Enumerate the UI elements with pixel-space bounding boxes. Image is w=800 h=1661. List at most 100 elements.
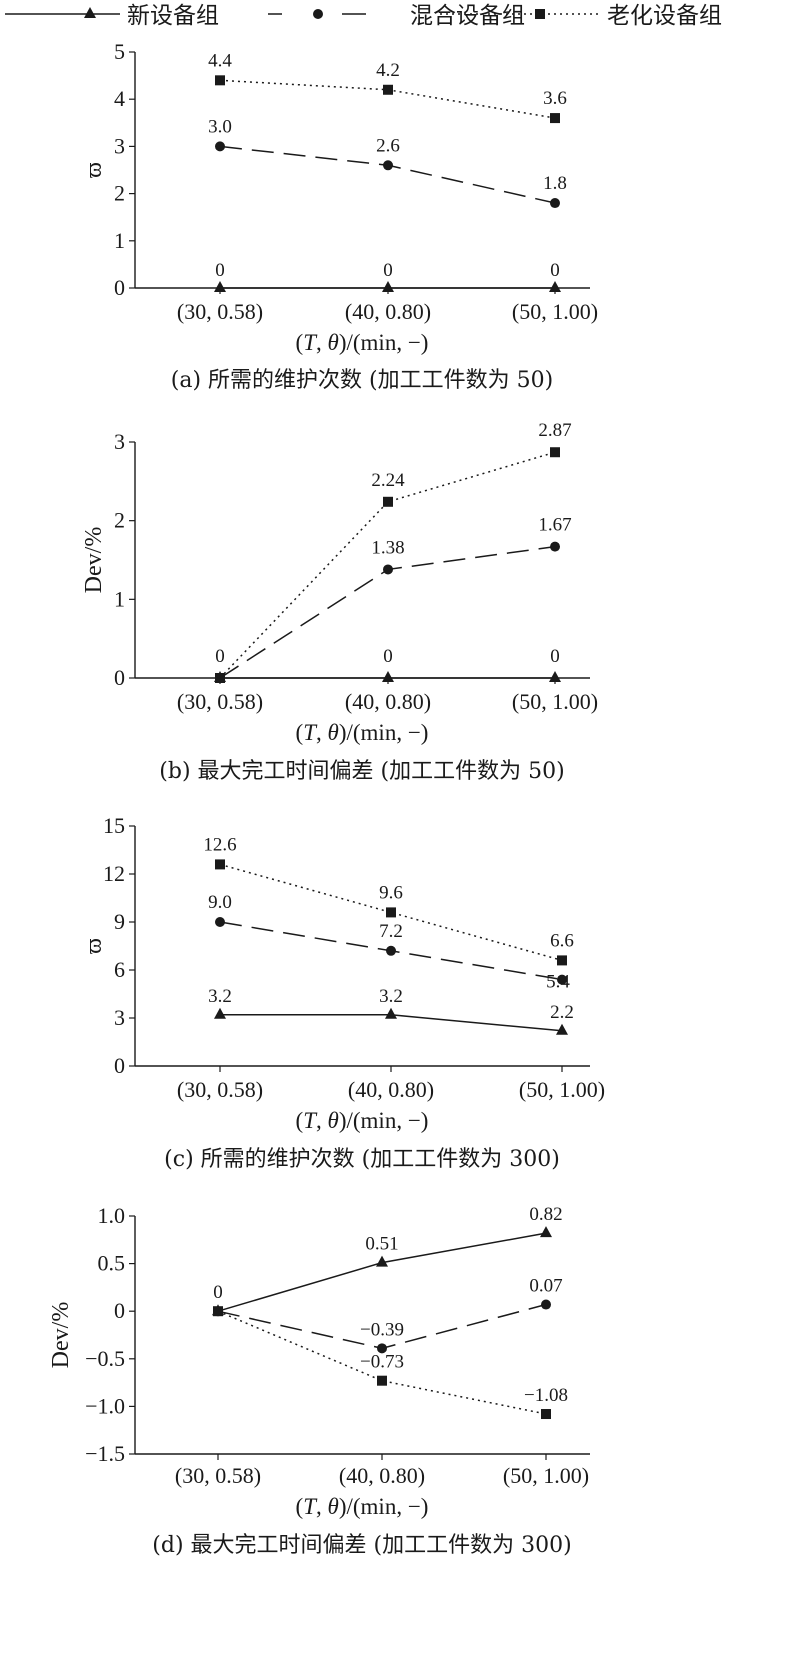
y-tick-label: 0.5 [98,1251,126,1276]
y-tick-label: 0 [114,665,125,690]
legend-marker-mixed [313,9,323,19]
point-aged-0 [215,75,225,86]
x-tick-label: (50, 1.00) [519,1077,605,1102]
point-mixed-1 [383,160,393,171]
data-label-aged-1: −0.73 [360,1352,404,1373]
point-new-1 [376,1255,388,1267]
data-label-new-2: 0 [550,646,560,667]
data-label-mixed-0: 9.0 [208,892,232,913]
point-aged-0 [213,1306,223,1317]
data-label-aged-2: −1.08 [524,1385,568,1406]
x-axis-title: (T, θ)/(min, −) [296,720,429,745]
point-aged-2 [557,955,567,966]
y-tick-label: −1.0 [85,1393,125,1418]
chart-caption: (b) 最大完工时间偏差 (加工工件数为 50) [159,759,564,784]
point-new-2 [540,1226,552,1238]
point-new-0 [214,281,226,292]
y-axis-title: Dev/% [81,527,107,594]
x-tick-label: (40, 0.80) [345,689,431,714]
chart-c-maintenance-count-300: 0 3 6 9 12 15 (30, 0.58) (40, 0.80) (50, 1.00) (T… [81,813,605,1172]
data-label-mixed-2: 1.67 [538,515,571,536]
point-new-0 [214,1007,226,1019]
chart-b-makespan-deviation-50: 0 1 2 3 (30, 0.58) (40, 0.80) (50, 1.00) (T, θ)… [81,420,598,784]
y-axis-title: ϖ [81,162,107,178]
y-tick-label: 1.0 [98,1206,126,1228]
point-aged-2 [550,113,560,124]
data-label-mixed-1: 1.38 [371,537,404,558]
point-new-1 [382,281,394,292]
point-aged-1 [386,907,396,918]
y-tick-label: 3 [114,1005,125,1030]
x-axis-title: (T, θ)/(min, −) [296,330,429,355]
point-aged-2 [550,447,560,458]
point-aged-1 [377,1375,387,1386]
data-label-aged-0: 12.6 [203,834,236,855]
point-mixed-2 [557,974,567,985]
legend-label-mixed: 混合设备组 [410,3,525,29]
y-tick-label: 6 [114,957,125,982]
data-label-new-1: 3.2 [379,986,403,1007]
data-label-new-0: 0 [213,1282,223,1303]
data-label-aged-0: 4.4 [208,50,232,71]
y-tick-label: 4 [114,86,125,111]
data-label-mixed-0: 3.0 [208,116,232,137]
chart-caption: (a) 所需的维护次数 (加工工件数为 50) [171,368,553,393]
point-mixed-0 [215,141,225,152]
point-new-2 [549,671,561,682]
y-tick-label: 2 [114,181,125,206]
point-aged-0 [215,859,225,870]
point-new-1 [385,1007,397,1019]
y-tick-label: −1.5 [85,1441,125,1466]
data-label-mixed-1: 2.6 [376,135,400,156]
y-tick-label: −0.5 [85,1346,125,1371]
point-mixed-2 [550,198,560,209]
x-axis-title: (T, θ)/(min, −) [296,1108,429,1133]
x-tick-label: (30, 0.58) [175,1463,261,1488]
x-tick-label: (50, 1.00) [503,1463,589,1488]
data-label-new-2: 0 [550,260,560,281]
point-aged-1 [383,84,393,95]
point-new-2 [556,1023,568,1035]
data-label-aged-1: 2.24 [371,470,405,491]
point-mixed-1 [377,1343,387,1354]
x-tick-label: (50, 1.00) [512,299,598,324]
data-label-aged-1: 9.6 [379,882,403,903]
legend-marker-new [84,7,96,18]
y-tick-label: 12 [103,861,125,886]
data-label-mixed-1: 7.2 [379,921,403,942]
x-tick-label: (40, 0.80) [339,1463,425,1488]
point-mixed-1 [383,564,393,575]
data-label-new-0: 0 [215,646,225,667]
y-tick-label: 0 [114,275,125,300]
y-tick-label: 1 [114,586,125,611]
legend-marker-aged [535,9,545,19]
y-tick-label: 3 [114,133,125,158]
x-tick-label: (30, 0.58) [177,689,263,714]
x-axis-title: (T, θ)/(min, −) [296,1494,429,1519]
data-label-new-1: 0 [383,646,393,667]
y-axis-title: ϖ [81,938,107,954]
data-label-new-2: 0.82 [529,1206,562,1225]
data-label-mixed-1: −0.39 [360,1319,404,1340]
point-mixed-2 [541,1299,551,1310]
data-label-mixed-2: 0.07 [529,1276,562,1297]
data-label-aged-2: 2.87 [538,420,571,441]
y-tick-label: 3 [114,429,125,454]
data-label-new-0: 3.2 [208,986,232,1007]
point-new-2 [549,281,561,292]
y-tick-label: 2 [114,508,125,533]
data-label-aged-2: 6.6 [550,930,574,951]
legend-label-new: 新设备组 [127,3,219,29]
point-new-1 [382,671,394,682]
chart-caption: (d) 最大完工时间偏差 (加工工件数为 300) [152,1533,571,1558]
chart-a-maintenance-count-50: 0 1 2 3 4 5 (30, 0.58) (40, 0.80) (50, 1.00) (T, … [81,39,598,393]
x-tick-label: (40, 0.80) [345,299,431,324]
y-tick-label: 0 [114,1053,125,1078]
y-tick-label: 5 [114,39,125,64]
data-label-aged-2: 3.6 [543,88,567,109]
y-axis-title: Dev/% [48,1302,74,1369]
series-line-aged [217,1310,547,1415]
data-label-mixed-2: 1.8 [543,173,567,194]
point-mixed-0 [215,917,225,927]
point-aged-2 [541,1409,551,1420]
